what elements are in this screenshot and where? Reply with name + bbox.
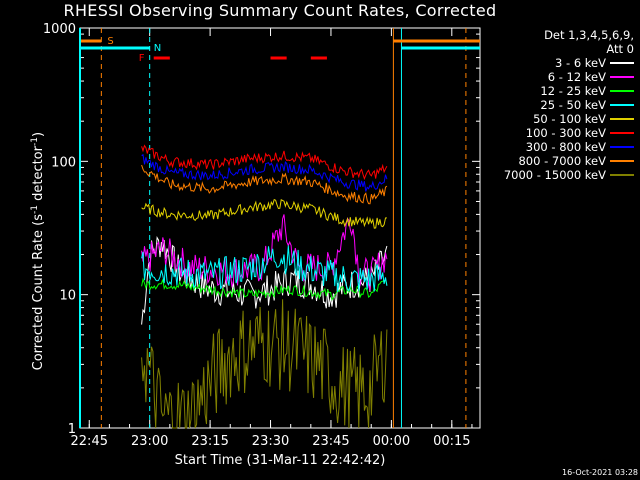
legend-label: 6 - 12 keV (547, 70, 606, 84)
series-line-300-800-kev (141, 153, 388, 192)
legend-swatch (610, 174, 634, 176)
series-line-25-50-kev (141, 245, 388, 292)
legend-swatch (610, 62, 634, 64)
legend-swatch (610, 76, 634, 78)
x-tick-label: 00:00 (373, 434, 410, 449)
series-line-50-100-kev (141, 198, 387, 229)
legend-entry: 50 - 100 keV (504, 112, 634, 126)
legend-entry: 12 - 25 keV (504, 84, 634, 98)
legend-entry: 3 - 6 keV (504, 56, 634, 70)
plot-frame (79, 27, 481, 429)
legend-header-detectors: Det 1,3,4,5,6,9, (544, 28, 634, 42)
x-axis-title: Start Time (31-Mar-11 22:42:42) (174, 453, 386, 468)
y-axis-title: Corrected Count Rate (s-1 detector-1) (29, 131, 47, 371)
x-tick-label: 22:45 (71, 434, 108, 449)
series-line-100-300-kev (141, 144, 388, 181)
x-tick-label: 23:30 (252, 434, 289, 449)
legend-label: 300 - 800 keV (525, 140, 606, 154)
generated-timestamp: 16-Oct-2021 03:28 (562, 468, 638, 477)
legend-swatch (610, 90, 634, 92)
legend-entry: 7000 - 15000 keV (504, 168, 634, 182)
legend-swatch (610, 160, 634, 162)
legend-swatch (610, 104, 634, 106)
legend-label: 50 - 100 keV (533, 112, 606, 126)
y-tick-label: 100 (51, 155, 76, 170)
legend-label: 3 - 6 keV (555, 56, 606, 70)
x-tick-label: 23:45 (312, 434, 349, 449)
legend-entry: 6 - 12 keV (504, 70, 634, 84)
chart-legend: Det 1,3,4,5,6,9, Att 0 3 - 6 keV 6 - 12 k… (504, 28, 634, 182)
legend-entry: 25 - 50 keV (504, 98, 634, 112)
y-tick-label: 1000 (43, 22, 76, 37)
x-tick-label: 23:00 (131, 434, 168, 449)
legend-header-attenuator: Att 0 (606, 42, 634, 56)
series-line-7000-15000-kev (141, 299, 388, 429)
series-line-12-25-kev (141, 277, 388, 301)
y-tick-label: 10 (59, 289, 76, 304)
legend-swatch (610, 146, 634, 148)
legend-label: 800 - 7000 keV (518, 154, 606, 168)
series-line-800-7000-kev (141, 164, 388, 205)
series-line-3-6-kev (141, 235, 388, 325)
legend-label: 100 - 300 keV (525, 126, 606, 140)
legend-label: 25 - 50 keV (540, 98, 606, 112)
legend-entry: 800 - 7000 keV (504, 154, 634, 168)
flare-marker-label: F (139, 53, 145, 64)
legend-swatch (610, 118, 634, 120)
x-tick-label: 00:15 (433, 434, 470, 449)
legend-label: 7000 - 15000 keV (503, 168, 606, 182)
series-line-6-12-kev (141, 214, 388, 291)
legend-label: 12 - 25 keV (540, 84, 606, 98)
night-marker-label: N (154, 43, 161, 54)
saa-marker-label: S (107, 36, 113, 47)
legend-swatch (610, 132, 634, 134)
x-tick-label: 23:15 (191, 434, 228, 449)
legend-entry: 300 - 800 keV (504, 140, 634, 154)
chart-title: RHESSI Observing Summary Count Rates, Co… (63, 1, 497, 20)
y-tick-label: 1 (68, 422, 76, 437)
legend-entry: 100 - 300 keV (504, 126, 634, 140)
